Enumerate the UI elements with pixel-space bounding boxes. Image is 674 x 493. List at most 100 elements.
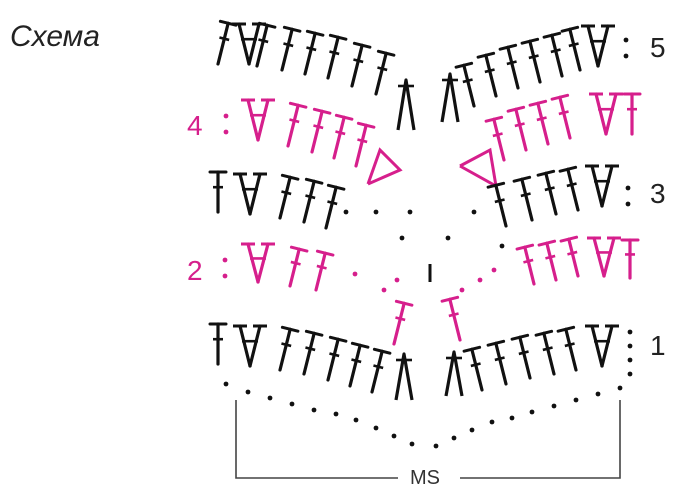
chain-dot-icon <box>489 419 495 425</box>
chain-dot-icon <box>373 209 379 215</box>
dc-stem <box>288 247 301 288</box>
dc-top-bar <box>542 31 562 39</box>
chain-dot-icon <box>311 407 317 413</box>
double-crochet-icon <box>326 33 348 80</box>
chain-dot-icon <box>445 235 451 241</box>
dc-stem <box>558 95 572 140</box>
dc-top-bar <box>394 299 414 307</box>
dc-cross-bar <box>448 312 459 318</box>
chain-dot-icon <box>433 443 439 449</box>
chain-dot-icon <box>394 277 400 283</box>
dc-top-bar <box>506 105 526 113</box>
double-crochet-icon <box>528 99 550 146</box>
dc-cluster-icon <box>396 78 416 131</box>
chain-dot-icon <box>627 357 633 363</box>
double-crochet-icon <box>536 169 558 216</box>
fan-stem <box>590 164 604 208</box>
dc-cross-bar <box>528 54 539 60</box>
dc-top-bar <box>560 25 580 33</box>
chain-dot-icon <box>222 257 228 263</box>
dc-cross-bar <box>357 138 368 144</box>
double-crochet-icon <box>286 101 308 148</box>
dc-top-bar <box>558 165 578 173</box>
two-dc-same-stitch-icon <box>233 172 267 216</box>
scheme-title: Схема <box>10 20 100 53</box>
two-dc-same-stitch-icon <box>241 98 275 142</box>
dc-cross-bar <box>518 350 529 356</box>
dc-cross-bar <box>484 68 495 74</box>
dc-top-bar <box>486 181 506 189</box>
dc-cross-bar <box>568 42 579 48</box>
dc-stem <box>514 107 528 152</box>
double-crochet-icon <box>537 239 558 282</box>
dc-top-bar <box>305 29 325 37</box>
double-crochet-icon <box>476 51 498 98</box>
chain-dot-icon <box>223 129 229 135</box>
double-crochet-icon <box>374 49 396 96</box>
dc-cross-bar <box>316 264 327 270</box>
dc-cross-bar <box>506 60 517 66</box>
double-crochet-icon <box>520 37 542 84</box>
double-crochet-icon <box>314 249 335 292</box>
dc-top-bar <box>352 41 372 49</box>
fan-stem <box>256 98 270 142</box>
chain-dot-icon <box>222 273 228 279</box>
dc-cross-bar <box>492 132 503 138</box>
dc-cross-bar <box>462 78 473 84</box>
chain-dot-icon <box>477 277 483 283</box>
dc-stem <box>542 331 556 376</box>
chain-dot-icon <box>289 401 295 407</box>
dc-cross-bar <box>544 186 555 192</box>
dc-cross-bar <box>327 200 338 206</box>
chain-dot-icon <box>409 441 415 447</box>
chain-dot-icon <box>381 287 387 293</box>
chain-dot-icon <box>333 411 339 417</box>
dc-cross-bar <box>219 36 230 42</box>
fan-stem <box>256 242 270 284</box>
dc-top-bar <box>486 339 506 347</box>
dc-stem <box>494 183 508 228</box>
double-crochet-icon <box>556 325 578 372</box>
double-crochet-icon <box>208 170 228 214</box>
double-crochet-icon <box>348 341 370 388</box>
double-crochet-icon <box>462 345 484 392</box>
dc-top-bar <box>556 325 576 333</box>
chain-dot-icon <box>627 371 633 377</box>
dc-stem <box>332 115 346 160</box>
double-crochet-icon <box>454 61 476 108</box>
two-dc-same-stitch-icon <box>585 324 619 368</box>
dc-top-bar <box>328 335 348 343</box>
double-crochet-icon <box>354 121 376 168</box>
chain-dot-icon <box>471 209 477 215</box>
dc-stem <box>462 63 476 108</box>
dc-top-bar <box>280 325 300 333</box>
double-crochet-icon <box>510 333 532 380</box>
dc-stem <box>528 39 542 84</box>
double-crochet-icon <box>288 245 309 288</box>
fan-stem <box>586 24 600 68</box>
double-crochet-icon <box>216 19 238 66</box>
fan-stem <box>604 92 618 136</box>
dc-top-bar <box>534 329 554 337</box>
dc-top-bar <box>328 33 348 41</box>
fan-stem <box>592 236 606 278</box>
dc-top-bar <box>550 93 570 101</box>
chain-dot-icon <box>267 395 273 401</box>
dc-stem <box>506 45 520 90</box>
dc-top-bar <box>528 99 548 107</box>
dc-stem <box>280 27 294 72</box>
row-number-4: 4 <box>187 110 203 141</box>
double-crochet-icon <box>560 25 582 72</box>
double-crochet-icon <box>486 181 508 228</box>
dc-stem <box>310 109 324 154</box>
double-crochet-icon <box>324 183 346 230</box>
double-crochet-icon <box>302 177 324 224</box>
dc-stem <box>470 347 484 392</box>
dc-cross-bar <box>289 118 300 124</box>
double-crochet-icon <box>280 25 302 72</box>
dc-cross-bar <box>542 346 553 352</box>
dc-stem <box>216 21 230 66</box>
dc-cross-bar <box>545 254 556 260</box>
dc-cross-bar <box>373 364 384 370</box>
chain-dot-icon <box>245 389 251 395</box>
